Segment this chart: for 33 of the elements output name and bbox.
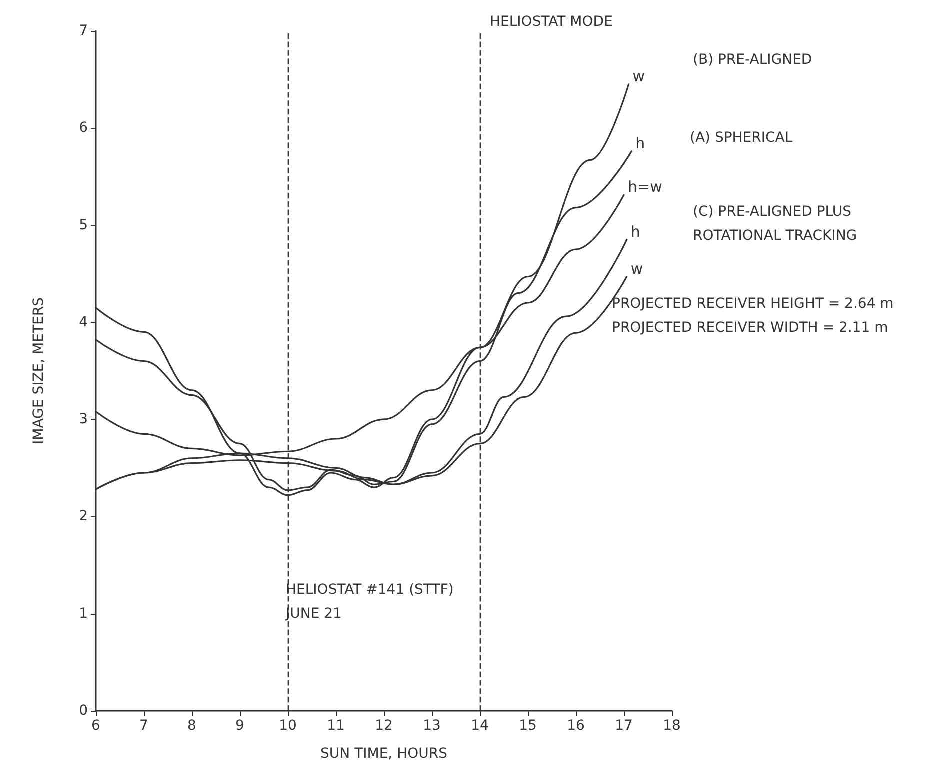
annotation: PROJECTED RECEIVER HEIGHT = 2.64 m PROJECTED RECEIVER WIDTH = 2.11 m [612,296,894,336]
x-tick-label: 9 [236,718,244,734]
x-tick-label: 13 [423,718,441,734]
y-tick-label: 0 [79,703,88,719]
series-label: h [636,134,646,152]
x-tick-label: 15 [519,718,537,734]
y-tick-label: 6 [79,120,88,136]
x-tick-label: 14 [471,718,489,734]
series-label: w [632,67,646,86]
x-tick-label: 11 [327,718,345,734]
y-tick-label: 7 [79,23,88,39]
y-axis-title: IMAGE SIZE, METERS [31,297,47,444]
x-tick-label: 17 [615,718,633,734]
y-tick-label: 3 [79,412,88,428]
text: (A) SPHERICAL [690,130,793,146]
y-tick-label: 4 [79,314,88,330]
y-tick-label: 2 [79,508,88,525]
x-tick-label: 18 [663,718,681,734]
y-tick-label: 5 [79,217,88,234]
series-label: h [630,222,640,241]
text: (B) PRE-ALIGNED [693,52,812,68]
series-label: w [630,260,644,278]
x-tick-label: 8 [188,718,196,734]
y-tick-label: 1 [79,606,88,622]
x-axis-title: SUN TIME, HOURS [320,746,448,762]
text: HELIOSTAT MODE [490,14,613,30]
text: (C) PRE-ALIGNED PLUS ROTATIONAL TRACKING [693,204,858,244]
x-tick-label: 10 [279,718,297,734]
series-label: h=w [628,178,662,196]
x-tick-label: 6 [92,718,101,734]
x-tick-label: 12 [375,718,393,734]
x-tick-label: 7 [140,718,148,734]
x-tick-label: 16 [567,718,585,734]
